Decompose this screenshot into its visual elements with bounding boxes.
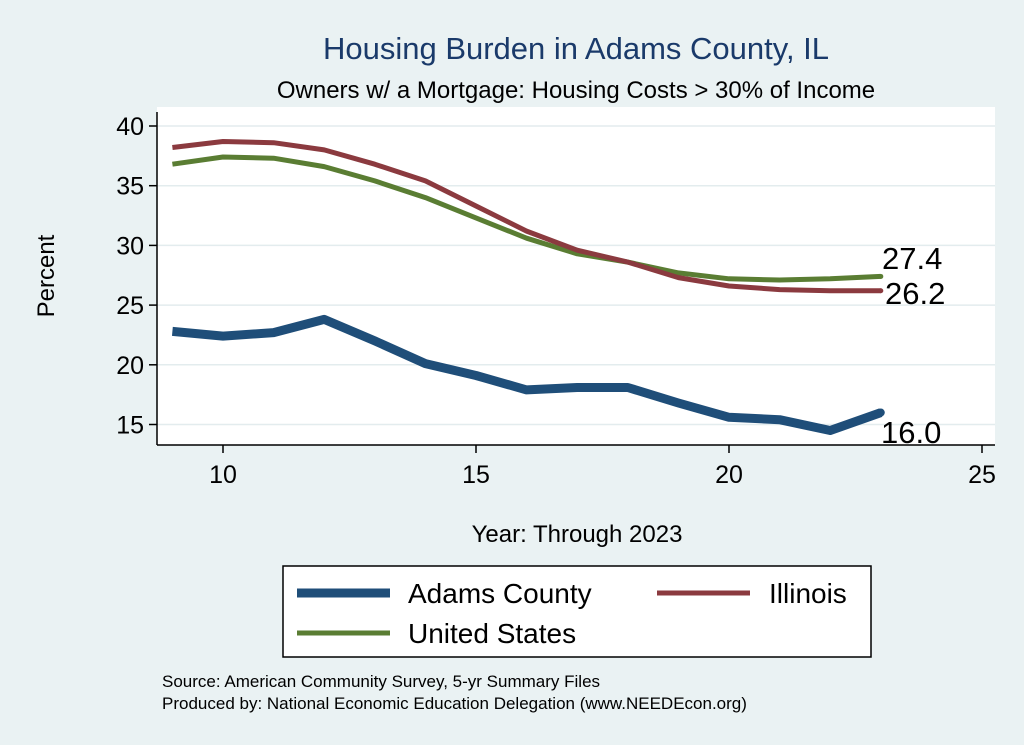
series-line-illinois (172, 139, 881, 294)
axes: 15 20 25 30 35 40 10 15 20 25 (116, 112, 996, 489)
x-axis-label: Year: Through 2023 (472, 521, 683, 548)
end-labels: 16.0 26.227.4 (881, 241, 945, 450)
legend-label-united-states: United States (408, 618, 576, 649)
chart-subtitle: Owners w/ a Mortgage: Housing Costs > 30… (277, 77, 875, 104)
y-tick-label-35: 35 (116, 173, 144, 201)
gridlines (157, 125, 995, 426)
legend: Adams County Illinois United States (297, 578, 847, 649)
legend-box (282, 565, 872, 658)
y-tick-label-30: 30 (116, 232, 144, 260)
chart-title: Housing Burden in Adams County, IL (323, 31, 829, 66)
y-tick-label-15: 15 (116, 412, 144, 440)
y-axis-label: Percent (33, 234, 60, 317)
legend-label-adams-county: Adams County (408, 578, 592, 609)
end-label-illinois: 26.2 (885, 276, 945, 311)
legend-label-illinois: Illinois (769, 578, 847, 609)
x-tick-label-25: 25 (968, 461, 996, 489)
y-tick-label-20: 20 (116, 352, 144, 380)
x-tick-label-15: 15 (462, 461, 490, 489)
end-label-adams-county: 16.0 (881, 415, 941, 450)
produced-by-note: Produced by: National Economic Education… (162, 694, 747, 713)
series-endpoint-adams-county (876, 408, 885, 417)
end-label-united-states: 27.4 (882, 241, 942, 276)
y-tick-label-25: 25 (116, 292, 144, 320)
series-group (171, 139, 885, 435)
series-line-united-states (172, 154, 881, 283)
y-tick-label-40: 40 (116, 113, 144, 141)
series-endpoint-united-states (878, 273, 884, 279)
series-line-adams-county (171, 314, 883, 435)
x-tick-label-20: 20 (715, 461, 743, 489)
source-note: Source: American Community Survey, 5-yr … (162, 672, 600, 691)
series-endpoint-illinois (878, 288, 884, 294)
x-tick-label-10: 10 (209, 461, 237, 489)
